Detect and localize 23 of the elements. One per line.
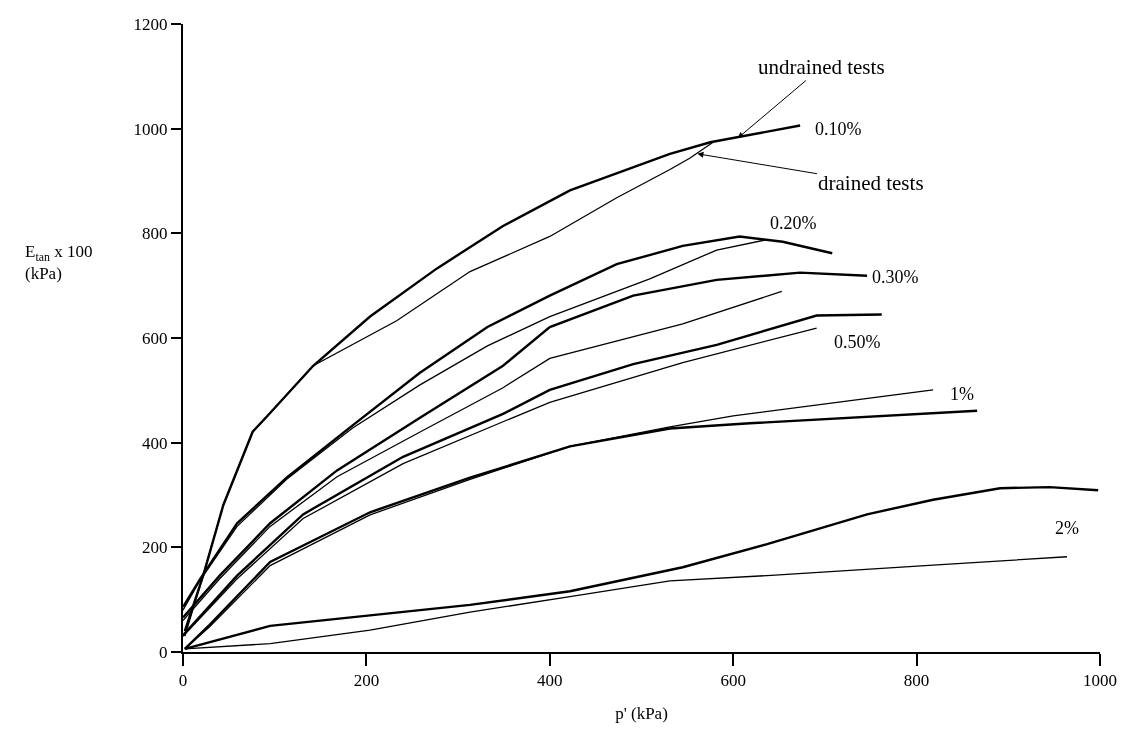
annotation: drained tests bbox=[818, 171, 924, 195]
y-axis-title: E$_{tan}$ x 100 (kPa) bbox=[25, 242, 93, 284]
y-tick-label: 1200 bbox=[133, 14, 168, 34]
annotation: 1% bbox=[950, 384, 974, 404]
annotation: 0.30% bbox=[872, 267, 919, 287]
x-tick-label: 600 bbox=[720, 671, 746, 691]
annotation: undrained tests bbox=[758, 55, 885, 79]
x-tick-label: 200 bbox=[353, 671, 380, 691]
x-tick-label: 1000 bbox=[1083, 671, 1117, 691]
x-tick-label: 800 bbox=[903, 671, 930, 691]
x-tick-label: 400 bbox=[537, 671, 563, 691]
y-tick-label: 200 bbox=[142, 538, 168, 558]
y-tick-label: 1000 bbox=[133, 119, 168, 139]
y-tick-label: 600 bbox=[142, 328, 168, 348]
y-tick-label: 800 bbox=[142, 224, 168, 244]
y-tick-label: 0 bbox=[159, 642, 168, 662]
x-axis-title: p' (kPa) bbox=[615, 704, 668, 724]
annotation: 0.10% bbox=[815, 119, 862, 139]
y-tick-label: 400 bbox=[142, 433, 168, 453]
x-tick-label: 0 bbox=[178, 671, 188, 691]
annotation: 0.20% bbox=[770, 213, 817, 233]
annotation: 2% bbox=[1055, 518, 1079, 538]
annotation: 0.50% bbox=[834, 332, 881, 352]
